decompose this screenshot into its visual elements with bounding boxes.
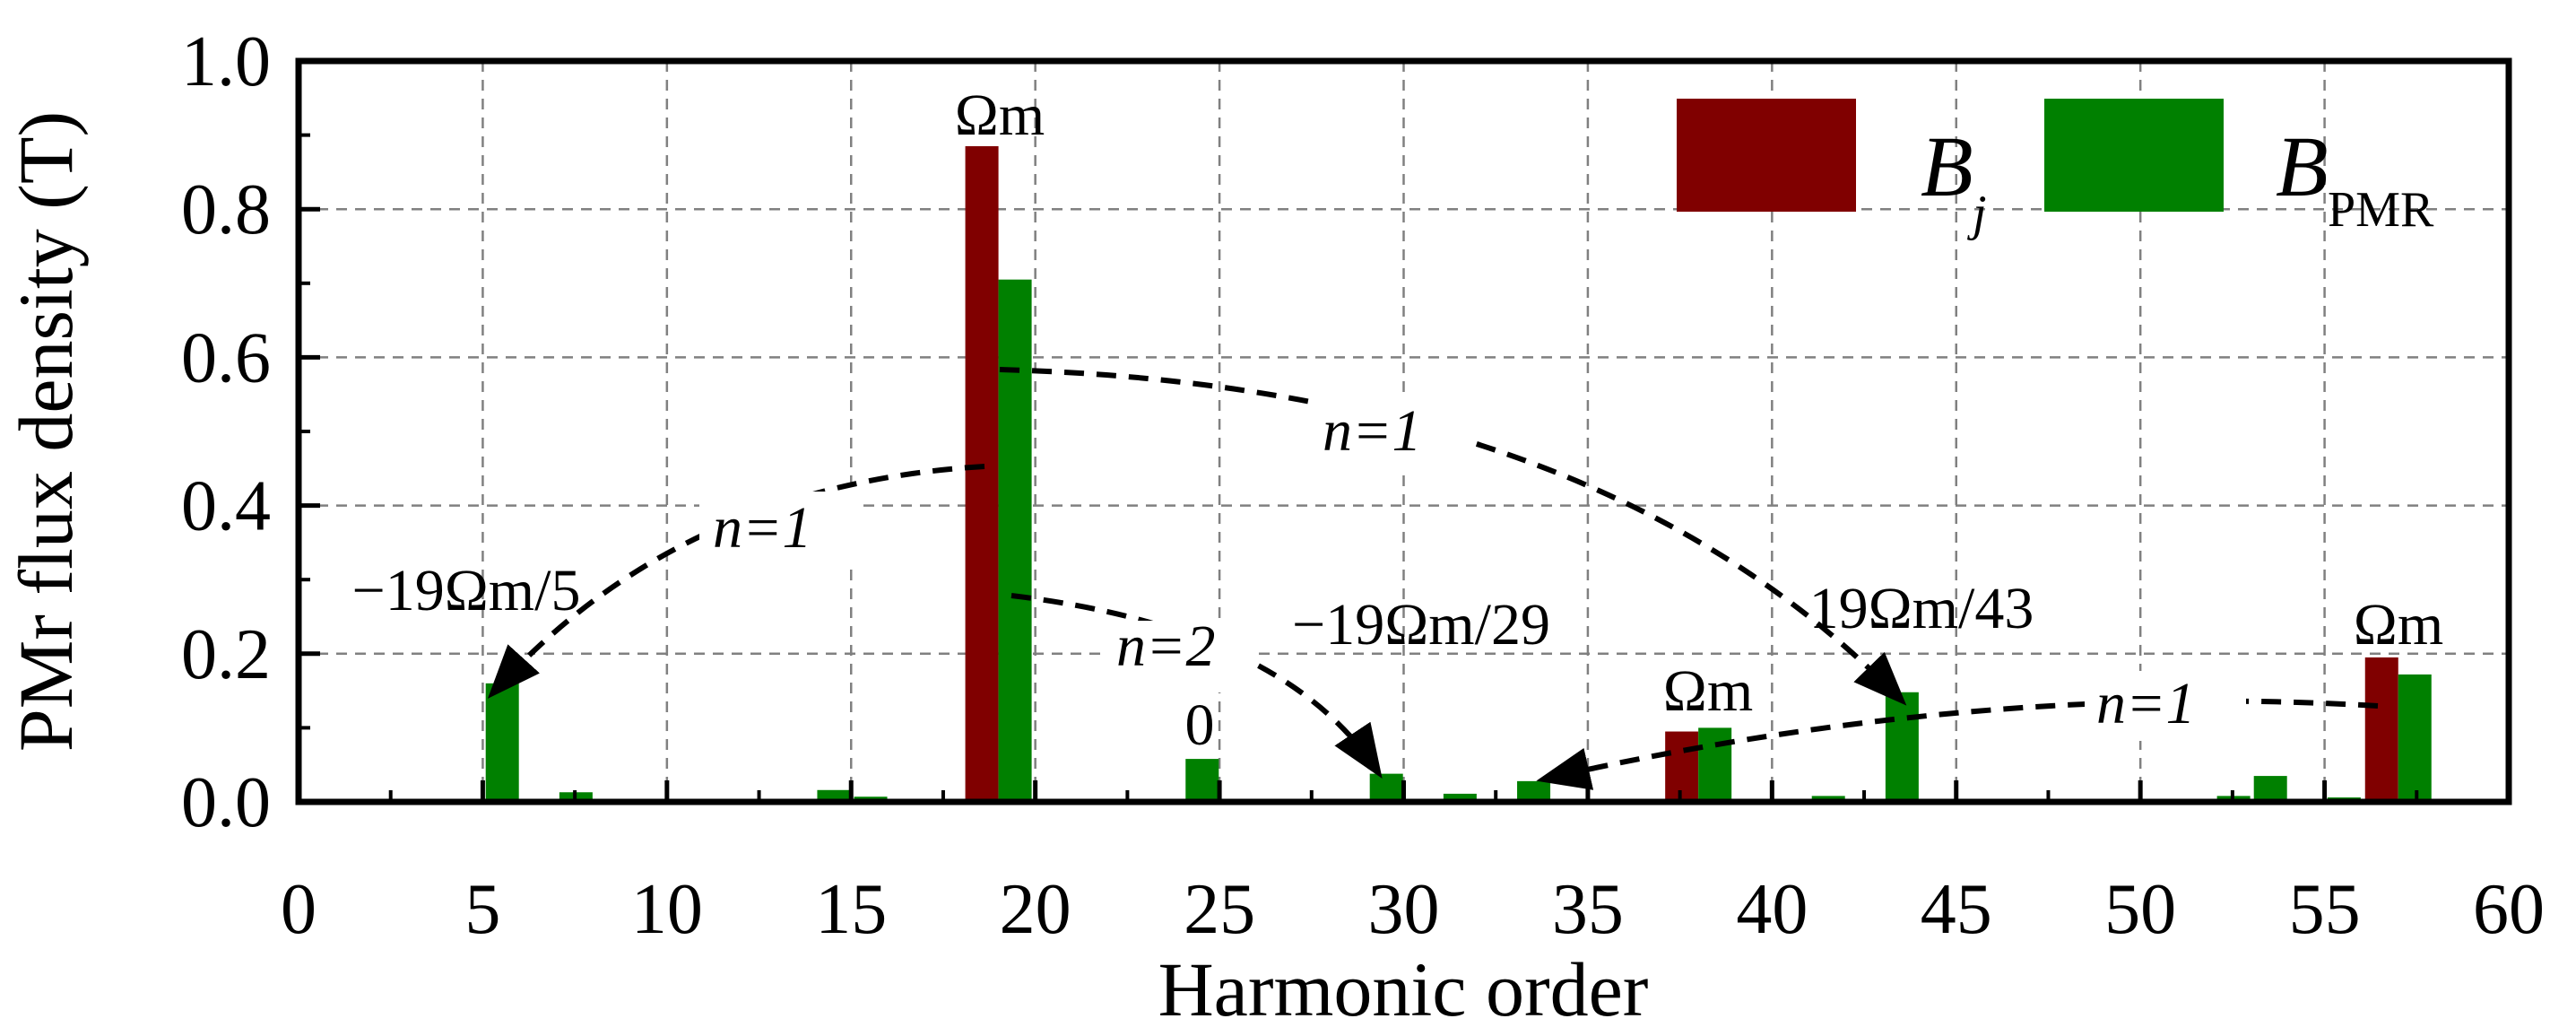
bar-bpmr-29 bbox=[1369, 773, 1403, 802]
x-tick-label: 0 bbox=[281, 870, 317, 949]
x-tick-label: 15 bbox=[815, 870, 887, 949]
label-mask bbox=[699, 492, 861, 563]
x-tick-label: 5 bbox=[464, 870, 500, 949]
annotation-omega-38: Ωm bbox=[1663, 658, 1753, 724]
bar-bj-57 bbox=[2364, 657, 2398, 802]
legend-label-bpmr: B bbox=[2276, 118, 2329, 214]
label-mask bbox=[2085, 671, 2246, 741]
legend-label-bj-sub: j bbox=[1967, 186, 1987, 241]
annotation-omega-19: Ωm bbox=[955, 83, 1045, 148]
bars-group bbox=[485, 145, 2472, 803]
y-tick-label: 0.2 bbox=[181, 615, 271, 694]
annotation-h29: −19Ωm/29 bbox=[1292, 592, 1550, 657]
legend: B j B PMR bbox=[1677, 99, 2434, 241]
y-axis-title: PMr flux density (T) bbox=[3, 111, 89, 752]
bar-bpmr-31 bbox=[1443, 793, 1477, 802]
x-tick-label: 25 bbox=[1184, 870, 1255, 949]
x-tick-label: 55 bbox=[2289, 870, 2361, 949]
legend-swatch-bpmr bbox=[2044, 99, 2224, 212]
annotation-h43: 19Ωm/43 bbox=[1809, 576, 2034, 641]
legend-swatch-bj bbox=[1677, 99, 1856, 212]
bar-bpmr-5 bbox=[485, 683, 519, 802]
bar-bpmr-38 bbox=[1698, 727, 1732, 802]
x-tick-label: 20 bbox=[1000, 870, 1071, 949]
x-axis-title: Harmonic order bbox=[1158, 946, 1649, 1032]
y-tick-label: 1.0 bbox=[181, 22, 271, 101]
annotation-n1-right: n=1 bbox=[2096, 671, 2196, 736]
annotation-n2: n=2 bbox=[1116, 614, 1216, 679]
legend-label-bj: B bbox=[1921, 118, 1973, 214]
x-tick-label: 60 bbox=[2473, 870, 2545, 949]
label-mask bbox=[1314, 396, 1475, 468]
annotation-h24: 0 bbox=[1185, 692, 1215, 758]
x-tick-label: 50 bbox=[2104, 870, 2176, 949]
annotation-n1-left: n=1 bbox=[713, 495, 812, 561]
annotation-omega-57: Ωm bbox=[2354, 592, 2443, 657]
annotation-h5: −19Ωm/5 bbox=[352, 558, 581, 623]
y-tick-label: 0.4 bbox=[181, 467, 271, 546]
x-tick-label: 10 bbox=[631, 870, 703, 949]
annotations: n=1 n=1 n=1 n=2 Ωm Ωm Ωm −19Ωm/5 0 −19Ωm… bbox=[352, 83, 2444, 758]
bar-bpmr-57 bbox=[2398, 674, 2432, 802]
x-tick-label: 45 bbox=[1921, 870, 1992, 949]
y-tick-label: 0.6 bbox=[181, 318, 271, 397]
arrow-19-to-43 bbox=[999, 367, 1907, 706]
annotation-n1-center: n=1 bbox=[1323, 398, 1422, 464]
x-tick-label: 35 bbox=[1552, 870, 1624, 949]
bar-bj-38 bbox=[1665, 731, 1699, 802]
x-tick-label: 30 bbox=[1368, 870, 1440, 949]
x-tick-label: 40 bbox=[1736, 870, 1808, 949]
label-mask bbox=[1107, 621, 1251, 692]
bar-bpmr-19 bbox=[998, 279, 1032, 802]
arrow-19-to-5 bbox=[487, 464, 985, 699]
bar-bj-19 bbox=[965, 145, 999, 803]
bar-bpmr-53 bbox=[2253, 776, 2287, 802]
arrow-57-to-33 bbox=[1536, 698, 2379, 790]
axis-ticks: 0 5 10 15 20 25 30 35 40 45 50 55 60 0.0 0.2 0.4 0.6 0.8 1… bbox=[181, 22, 2545, 949]
y-tick-label: 0.0 bbox=[181, 763, 271, 842]
bar-bpmr-43 bbox=[1885, 692, 1919, 802]
bar-bpmr-24 bbox=[1185, 759, 1219, 802]
legend-label-bpmr-sub: PMR bbox=[2328, 182, 2434, 238]
y-tick-label: 0.8 bbox=[181, 170, 271, 249]
